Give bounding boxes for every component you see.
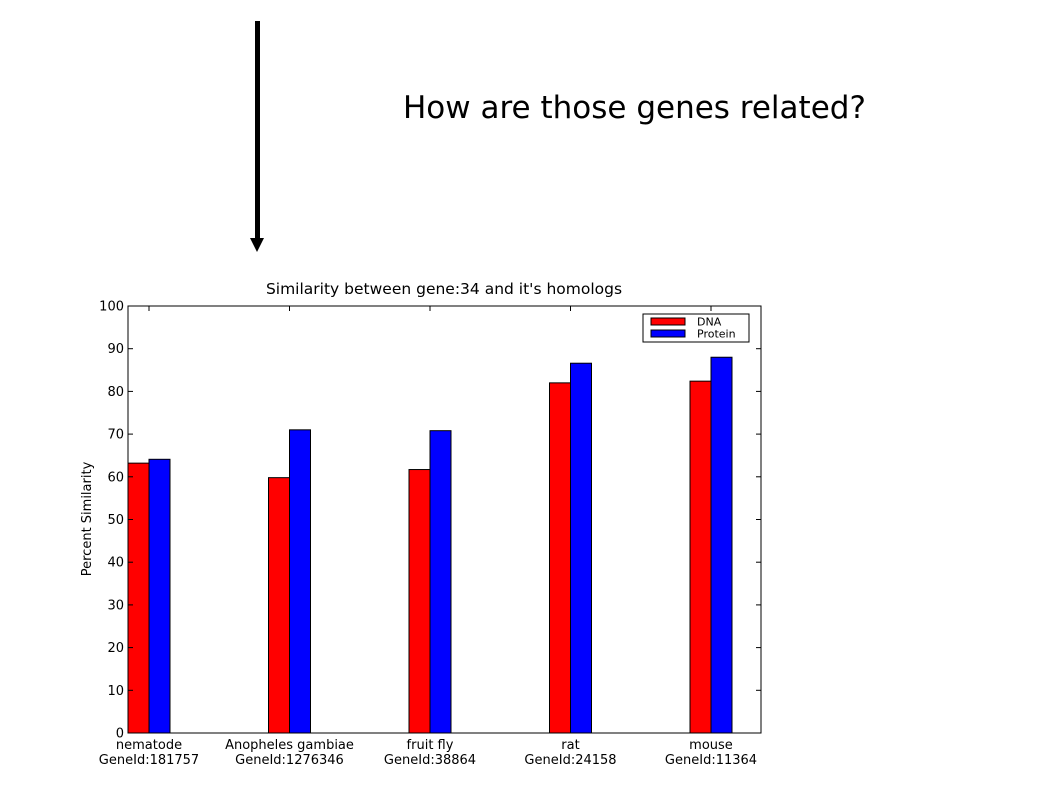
- down-arrow-shaft: [255, 21, 260, 241]
- x-tick-label-name: mouse: [689, 738, 733, 753]
- bar-dna-3: [549, 382, 571, 734]
- bar-dna-1: [268, 477, 290, 734]
- bar-protein-3: [570, 362, 592, 734]
- chart-title: Similarity between gene:34 and it's homo…: [266, 280, 622, 298]
- bar-protein-0: [148, 458, 171, 734]
- y-tick-label: 80: [107, 385, 124, 400]
- legend-label-protein: Protein: [697, 328, 736, 341]
- bars-group: [127, 356, 733, 734]
- y-tick-label: 30: [107, 598, 124, 613]
- x-tick-label-geneid: GeneId:181757: [99, 753, 199, 768]
- y-tick-label: 10: [107, 684, 124, 699]
- legend-swatch-protein: [650, 329, 686, 338]
- x-tick-label-geneid: GeneId:38864: [384, 753, 476, 768]
- legend-label-dna: DNA: [697, 316, 722, 329]
- x-tick-label-name: Anopheles gambiae: [225, 738, 354, 753]
- y-tick-label: 40: [107, 556, 124, 571]
- y-tick-label: 20: [107, 641, 124, 656]
- y-tick-label: 50: [107, 513, 124, 528]
- x-tick-label: nematode GeneId:181757: [99, 738, 199, 768]
- y-tick-label: 0: [116, 727, 124, 742]
- legend-swatch-dna: [650, 317, 686, 326]
- down-arrow-icon: [250, 238, 264, 252]
- y-tick-label: 60: [107, 470, 124, 485]
- axis-ticks-group: 0 10 20 30 40 50 60 70 80 90 100 nematode GeneId:181…: [99, 300, 761, 768]
- y-tick-label: 100: [99, 300, 124, 315]
- bar-protein-4: [710, 356, 733, 734]
- x-tick-label: Anopheles gambiae GeneId:1276346: [225, 738, 354, 768]
- x-tick-label-name: fruit fly: [407, 738, 454, 753]
- y-tick-label: 90: [107, 342, 124, 357]
- x-tick-label-geneid: GeneId:1276346: [235, 753, 344, 768]
- x-tick-label-geneid: GeneId:11364: [665, 753, 757, 768]
- x-tick-label-name: rat: [561, 738, 579, 753]
- bar-dna-4: [689, 380, 712, 734]
- slide-headline: How are those genes related?: [403, 90, 866, 126]
- x-tick-label-name: nematode: [116, 738, 182, 753]
- bar-dna-0: [127, 462, 150, 734]
- bar-dna-2: [408, 469, 431, 734]
- y-axis-label: Percent Similarity: [80, 461, 95, 576]
- x-tick-label: fruit fly GeneId:38864: [384, 738, 476, 768]
- bar-protein-1: [289, 429, 311, 734]
- y-tick-label: 70: [107, 428, 124, 443]
- x-tick-label: rat GeneId:24158: [524, 738, 616, 768]
- x-tick-label: mouse GeneId:11364: [665, 738, 757, 768]
- bar-protein-2: [429, 430, 452, 734]
- x-tick-label-geneid: GeneId:24158: [524, 753, 616, 768]
